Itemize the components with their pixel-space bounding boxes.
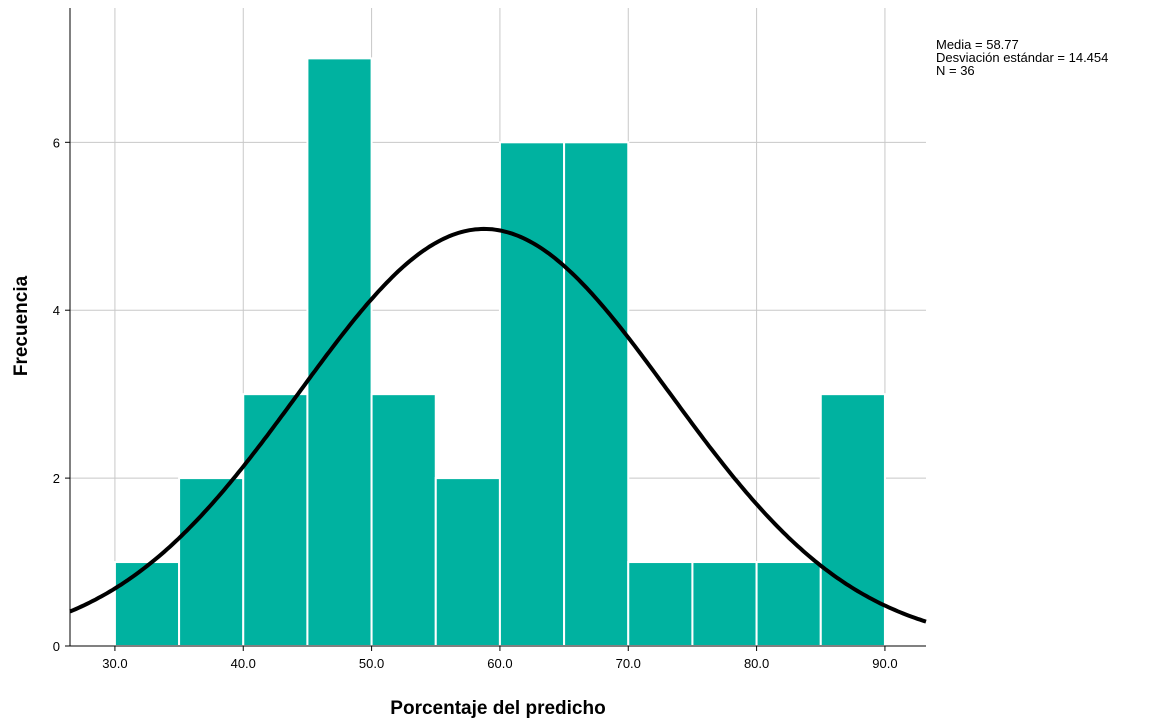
histogram-bar bbox=[306, 57, 373, 648]
x-tick-label: 70.0 bbox=[616, 656, 641, 671]
histogram-bar bbox=[691, 561, 758, 647]
x-tick-label: 30.0 bbox=[102, 656, 127, 671]
x-tick-label: 60.0 bbox=[487, 656, 512, 671]
y-tick-label: 2 bbox=[53, 471, 60, 486]
histogram-bar bbox=[563, 141, 630, 647]
histogram-bar bbox=[627, 561, 694, 647]
x-tick-label: 80.0 bbox=[744, 656, 769, 671]
stats-sd: Desviación estándar = 14.454 bbox=[936, 50, 1108, 65]
histogram-bar bbox=[370, 393, 437, 647]
histogram-bar bbox=[434, 477, 501, 647]
histogram-bar bbox=[113, 561, 181, 647]
y-tick-label: 4 bbox=[53, 303, 60, 318]
x-tick-label: 40.0 bbox=[231, 656, 256, 671]
x-axis-title: Porcentaje del predicho bbox=[390, 698, 605, 719]
y-tick-label: 0 bbox=[53, 639, 60, 654]
histogram-bar bbox=[755, 561, 822, 647]
y-axis-title: Frecuencia bbox=[11, 275, 32, 376]
labels-layer: Porcentaje del predicho Frecuencia Media… bbox=[11, 37, 1108, 719]
axes-layer bbox=[65, 8, 926, 651]
curve-layer bbox=[69, 226, 927, 624]
stats-mean: Media = 58.77 bbox=[936, 37, 1019, 52]
x-tick-label: 90.0 bbox=[872, 656, 897, 671]
normal-curve bbox=[69, 226, 927, 624]
histogram-bar bbox=[242, 393, 309, 647]
bars-layer bbox=[113, 57, 886, 648]
y-tick-label: 6 bbox=[53, 135, 60, 150]
histogram-bar bbox=[498, 141, 566, 647]
stats-n: N = 36 bbox=[936, 63, 975, 78]
x-tick-label: 50.0 bbox=[359, 656, 384, 671]
histogram-bar bbox=[819, 393, 886, 647]
